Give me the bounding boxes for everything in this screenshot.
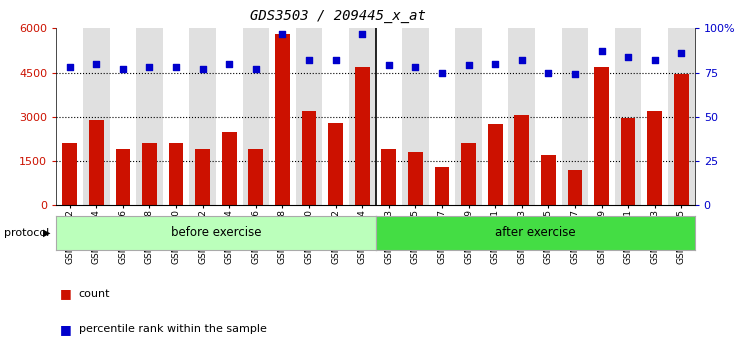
Bar [641, 28, 668, 205]
Text: after exercise: after exercise [495, 226, 575, 239]
Bar [302, 111, 316, 205]
Bar [541, 155, 556, 205]
Bar [408, 152, 423, 205]
Point [197, 66, 209, 72]
Bar [116, 149, 130, 205]
Bar [562, 28, 588, 205]
Point [276, 31, 288, 36]
Bar [674, 74, 689, 205]
Point [303, 57, 315, 63]
Bar [535, 28, 562, 205]
Bar [508, 28, 535, 205]
Point [64, 64, 76, 70]
Point [383, 63, 395, 68]
Bar [62, 143, 77, 205]
Text: ▶: ▶ [43, 228, 50, 238]
Point [569, 72, 581, 77]
Point [622, 54, 634, 59]
Bar [142, 143, 157, 205]
Bar [349, 28, 376, 205]
Point [649, 57, 661, 63]
Point [409, 64, 421, 70]
Bar [136, 28, 163, 205]
Bar [488, 124, 502, 205]
Bar [615, 28, 641, 205]
Bar [594, 67, 609, 205]
Bar [461, 143, 476, 205]
Bar [243, 28, 269, 205]
Point [675, 50, 687, 56]
Bar [435, 167, 449, 205]
Bar [376, 28, 402, 205]
Bar [482, 28, 508, 205]
Bar [322, 28, 349, 205]
Bar [249, 149, 263, 205]
Bar [275, 34, 290, 205]
Text: GDS3503 / 209445_x_at: GDS3503 / 209445_x_at [250, 9, 426, 23]
Bar [83, 28, 110, 205]
Bar [56, 28, 83, 205]
Bar [668, 28, 695, 205]
Point [436, 70, 448, 75]
Bar [222, 132, 237, 205]
Bar [110, 28, 136, 205]
Point [170, 64, 182, 70]
Bar [296, 28, 322, 205]
Bar [195, 149, 210, 205]
Bar [163, 28, 189, 205]
Point [330, 57, 342, 63]
Bar [621, 118, 635, 205]
Bar [269, 28, 296, 205]
Bar [568, 170, 582, 205]
Bar [216, 28, 243, 205]
Bar [429, 28, 455, 205]
Bar [514, 115, 529, 205]
Point [489, 61, 501, 67]
Bar [382, 149, 396, 205]
Bar [355, 67, 369, 205]
Bar [328, 123, 343, 205]
Text: percentile rank within the sample: percentile rank within the sample [79, 324, 267, 334]
Point [516, 57, 528, 63]
Point [143, 64, 155, 70]
Point [90, 61, 102, 67]
Point [596, 48, 608, 54]
Point [250, 66, 262, 72]
Text: ■: ■ [60, 323, 72, 336]
Bar [169, 143, 183, 205]
Bar [588, 28, 615, 205]
Point [117, 66, 129, 72]
Bar [647, 111, 662, 205]
Point [356, 31, 368, 36]
Point [463, 63, 475, 68]
Bar [189, 28, 216, 205]
Bar [455, 28, 482, 205]
Point [542, 70, 554, 75]
Bar [89, 120, 104, 205]
Text: count: count [79, 289, 110, 299]
Text: protocol: protocol [4, 228, 49, 238]
Point [223, 61, 235, 67]
Bar [402, 28, 429, 205]
Text: ■: ■ [60, 287, 72, 300]
Text: before exercise: before exercise [170, 226, 261, 239]
